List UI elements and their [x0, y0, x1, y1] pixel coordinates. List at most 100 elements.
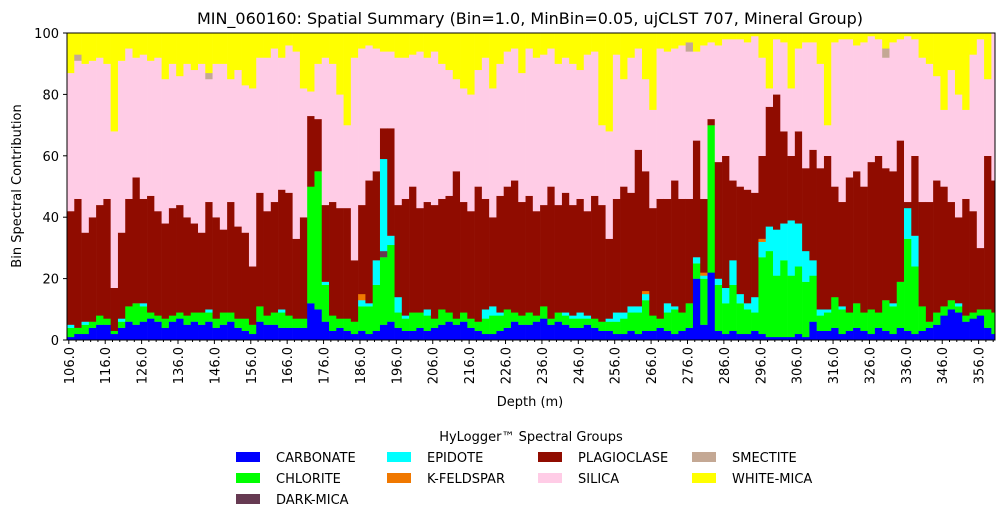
bar-segment-plagioclase: [241, 232, 250, 319]
bar-segment-silica: [88, 60, 97, 218]
bar-segment-silica: [343, 125, 352, 209]
bar-segment-plagioclase: [561, 192, 570, 313]
bar-segment-epidote: [736, 293, 745, 304]
bar-segment-carbonate: [96, 324, 104, 340]
bar-segment-carbonate: [751, 330, 759, 340]
bar-segment-chlorite: [729, 284, 737, 331]
bar-segment-chlorite: [423, 315, 432, 331]
bar-segment-carbonate: [882, 330, 890, 340]
bar-segment-carbonate: [154, 321, 162, 340]
y-tick-label: 20: [42, 273, 59, 288]
bar-segment-carbonate: [591, 327, 599, 340]
bar-segment-epidote: [751, 297, 759, 313]
bar-segment-carbonate: [838, 333, 847, 340]
bar-segment-white-mica: [918, 33, 927, 58]
bar-segment-white-mica: [605, 33, 614, 132]
bar-segment-white-mica: [714, 33, 723, 46]
bar-segment-carbonate: [285, 327, 293, 340]
bar-segment-silica: [387, 51, 395, 129]
bar-segment-plagioclase: [743, 189, 752, 304]
bar-segment-plagioclase: [394, 204, 403, 298]
bar-segment-chlorite: [765, 250, 774, 338]
bar-segment-silica: [649, 109, 657, 209]
bar-segment-chlorite: [117, 321, 126, 328]
bar-segment-white-mica: [270, 33, 279, 49]
x-tick-label: 326.0: [863, 347, 878, 384]
x-tick-label: 146.0: [208, 347, 223, 384]
bar-segment-white-mica: [438, 33, 446, 64]
bar-segment-plagioclase: [758, 155, 767, 239]
bar-segment-white-mica: [161, 33, 170, 80]
bar-segment-carbonate: [241, 330, 250, 340]
bar-segment-plagioclase: [554, 204, 563, 313]
bar-segment-carbonate: [321, 321, 330, 340]
bar-segment-chlorite: [409, 312, 417, 331]
bar-segment-carbonate: [845, 330, 854, 340]
bar-segment-epidote: [321, 281, 330, 285]
bar-segment-chlorite: [518, 315, 526, 325]
bar-segment-carbonate: [147, 318, 155, 340]
bar-segment-white-mica: [365, 33, 373, 46]
bar-segment-carbonate: [889, 333, 898, 340]
bar-segment-white-mica: [452, 33, 461, 80]
x-tick-label: 136.0: [172, 347, 187, 384]
bar-segment-silica: [554, 63, 563, 206]
legend-swatch-plagioclase: [538, 452, 562, 462]
bar-segment-carbonate: [278, 327, 286, 340]
bar-segment-chlorite: [132, 303, 141, 325]
bar-segment-silica: [168, 63, 177, 209]
bar-segment-chlorite: [474, 321, 483, 331]
x-tick-label: 226.0: [500, 347, 515, 384]
bar-segment-carbonate: [430, 327, 439, 340]
bar-segment-white-mica: [591, 33, 599, 52]
bar-segment-chlorite: [452, 318, 461, 325]
bar-segment-white-mica: [285, 33, 293, 46]
bar-segment-white-mica: [911, 33, 919, 40]
bar-segment-plagioclase: [496, 195, 505, 313]
bar-segment-plagioclase: [671, 180, 679, 307]
bar-segment-white-mica: [445, 33, 454, 71]
bar-segment-carbonate: [117, 327, 126, 340]
bar-segment-carbonate: [671, 333, 679, 340]
bar-segment-chlorite: [401, 318, 410, 331]
bar-segment-chlorite: [336, 318, 344, 328]
bar-segment-epidote: [576, 312, 585, 319]
bar-segment-epidote: [758, 241, 767, 258]
bar-segment-carbonate: [336, 327, 344, 340]
bar-segment-white-mica: [889, 33, 898, 43]
bar-segment-silica: [940, 109, 948, 187]
bar-segment-white-mica: [190, 33, 199, 71]
bar-segment-carbonate: [350, 333, 359, 340]
legend-swatch-silica: [538, 473, 562, 483]
bar-segment-carbonate: [540, 318, 548, 340]
bar-segment-chlorite: [598, 321, 606, 331]
bar-segment-carbonate: [379, 324, 388, 340]
bar-segment-white-mica: [474, 33, 483, 71]
bar-segment-white-mica: [125, 33, 133, 49]
bar-segment-epidote: [663, 303, 672, 313]
bar-segment-plagioclase: [292, 238, 301, 319]
bar-segment-chlorite: [911, 266, 919, 335]
bar-segment-white-mica: [278, 33, 286, 58]
bar-segment-silica: [823, 125, 832, 156]
bar-segment-white-mica: [583, 33, 592, 55]
bar-segment-plagioclase: [933, 180, 941, 313]
bar-segment-epidote: [481, 309, 490, 319]
x-tick-label: 126.0: [136, 347, 151, 384]
bar-segment-carbonate: [212, 327, 221, 340]
bar-segment-plagioclase: [962, 198, 970, 316]
bar-segment-white-mica: [729, 33, 737, 40]
bar-segment-silica: [816, 63, 825, 169]
bar-segment-carbonate: [685, 327, 694, 340]
bar-segment-chlorite: [722, 303, 730, 335]
bar-segment-white-mica: [387, 33, 395, 52]
bar-segment-carbonate: [365, 333, 373, 340]
bar-segment-silica: [219, 63, 228, 230]
bar-segment-epidote: [729, 260, 737, 285]
bar-segment-plagioclase: [591, 195, 599, 319]
bar-segment-plagioclase: [256, 192, 264, 307]
bar-segment-chlorite: [896, 281, 905, 328]
bar-segment-chlorite: [845, 312, 854, 331]
bar-segment-plagioclase: [132, 177, 141, 304]
legend-label-carbonate: CARBONATE: [276, 451, 356, 466]
